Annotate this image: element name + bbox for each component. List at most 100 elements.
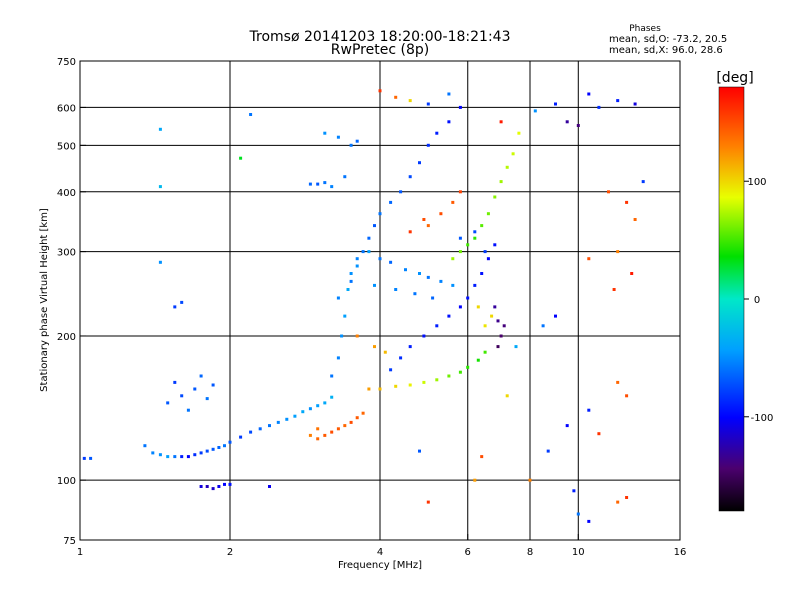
colorbar-tick-label-100: 100 — [747, 177, 766, 188]
point-x-trace-31 — [355, 334, 359, 338]
point-orange-low-0 — [316, 437, 320, 441]
point-ground-echo-1 — [89, 456, 93, 460]
point-x-trace-20 — [511, 152, 515, 156]
point-noise-36 — [587, 519, 591, 523]
point-ground-echo-11 — [205, 449, 209, 453]
point-o-trace-28 — [439, 279, 443, 283]
point-x-trace-33 — [383, 350, 387, 354]
point-o-trace-5 — [349, 272, 353, 275]
point-noise-4 — [447, 92, 451, 96]
point-o-trace-46 — [422, 334, 426, 338]
point-o-trace-47 — [435, 324, 439, 328]
point-noise-31 — [528, 478, 532, 482]
point-o-trace-24 — [389, 260, 393, 264]
y-axis-ticks: 75 100 200 300 400 500 600 750 — [57, 57, 86, 547]
point-noise-37 — [616, 500, 620, 504]
point-es-9 — [180, 300, 184, 304]
point-ground-echo-10 — [199, 451, 203, 455]
point-ground-echo-26 — [323, 401, 327, 405]
point-ground-echo-4 — [158, 453, 162, 457]
point-x-trace-32 — [373, 345, 376, 349]
point-orange-low-5 — [349, 420, 353, 424]
point-ground-echo-8 — [186, 455, 190, 459]
point-o-trace-33 — [431, 296, 435, 300]
y-tick-label-500: 500 — [57, 141, 76, 152]
y-tick-label-300: 300 — [57, 248, 76, 259]
point-o-trace-0 — [330, 374, 334, 378]
point-o-trace-62 — [496, 319, 500, 323]
y-tick-label-100: 100 — [57, 476, 76, 487]
point-o-trace-37 — [323, 131, 327, 135]
point-es-14 — [239, 156, 243, 160]
y-tick-label-400: 400 — [57, 188, 76, 199]
y-tick-label-750: 750 — [57, 57, 76, 68]
y-tick-label-600: 600 — [57, 103, 76, 114]
point-noise-24 — [514, 345, 518, 349]
point-orange-low-8 — [308, 433, 312, 437]
point-o-trace-8 — [367, 236, 371, 240]
point-ground-echo-12 — [211, 447, 215, 451]
point-e-layer-low-2 — [211, 487, 215, 491]
colorbar-ticks: 100 0 -100 — [744, 177, 773, 424]
phase-info-x: mean, sd,X: 96.0, 28.6 — [609, 45, 723, 56]
point-noise-29 — [597, 432, 601, 436]
point-o-trace-9 — [373, 224, 376, 228]
x-tick-label-8: 8 — [527, 547, 533, 558]
point-o-trace-14 — [418, 161, 421, 165]
point-o-trace-31 — [394, 288, 398, 291]
point-o-trace-3 — [343, 314, 347, 318]
point-o-trace-19 — [336, 296, 340, 300]
point-noise-14 — [607, 190, 610, 194]
point-o-trace-1 — [336, 356, 340, 360]
point-o-trace-44 — [399, 356, 403, 360]
point-noise-38 — [625, 496, 629, 499]
point-o-trace-51 — [473, 283, 477, 287]
point-orange-low-7 — [361, 411, 365, 415]
point-ground-echo-22 — [293, 414, 297, 418]
point-x-trace-18 — [499, 180, 503, 184]
colorbar-tick-label-0: 0 — [754, 295, 760, 306]
point-x-trace-12 — [458, 250, 462, 254]
point-o-trace-15 — [426, 143, 430, 147]
point-ground-echo-23 — [301, 410, 305, 414]
point-noise-16 — [633, 218, 637, 221]
point-noise-34 — [572, 489, 576, 493]
point-ground-echo-15 — [228, 440, 232, 444]
point-noise-39 — [546, 449, 550, 453]
point-noise-18 — [641, 180, 645, 184]
point-noise-30 — [565, 424, 569, 428]
x-tick-label-4: 4 — [377, 547, 383, 558]
point-ground-echo-19 — [268, 424, 271, 428]
point-es-10 — [158, 127, 162, 131]
point-noise-12 — [616, 99, 620, 103]
point-noise-33 — [473, 478, 477, 482]
data-points — [82, 89, 645, 523]
point-x-trace-24 — [451, 200, 455, 204]
y-axis-label: Stationary phase Virtual Height [km] — [39, 208, 50, 392]
point-noise-27 — [625, 394, 629, 398]
point-es-2 — [180, 394, 184, 398]
point-o-trace-20 — [349, 279, 353, 283]
plot-area: 1 2 4 6 8 10 16 75 100 200 300 400 500 600 750 — [57, 57, 686, 558]
point-o-trace-53 — [486, 257, 490, 261]
point-es-7 — [211, 383, 215, 387]
point-e-layer-low-3 — [217, 485, 221, 488]
point-ground-echo-25 — [316, 404, 320, 408]
point-noise-15 — [625, 200, 629, 204]
point-noise-40 — [480, 455, 484, 459]
point-o-trace-32 — [413, 292, 417, 296]
point-noise-6 — [533, 109, 537, 113]
point-ground-echo-18 — [258, 427, 262, 431]
point-noise-28 — [587, 408, 591, 412]
point-o-trace-52 — [480, 272, 484, 275]
point-x-trace-1 — [378, 387, 382, 391]
point-o-trace-10 — [378, 212, 382, 216]
phase-info-title: Phases — [629, 24, 661, 34]
point-o-trace-6 — [355, 257, 359, 261]
x-tick-label-10: 10 — [572, 547, 585, 558]
x-tick-label-2: 2 — [227, 547, 233, 558]
point-orange-low-3 — [336, 427, 340, 431]
point-es-3 — [186, 408, 190, 412]
point-ground-echo-3 — [151, 451, 155, 455]
point-o-trace-61 — [493, 305, 497, 309]
